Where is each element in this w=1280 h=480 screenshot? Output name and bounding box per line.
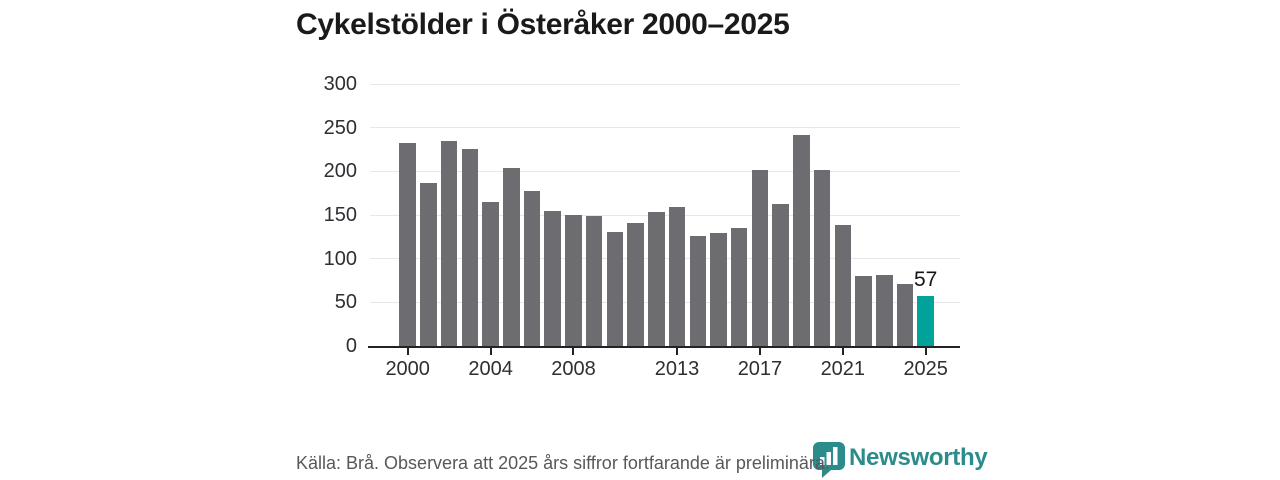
bar-2003 [461,148,479,346]
bar-2006 [523,191,541,346]
x-tick-2000 [406,347,409,355]
gridline-y-300 [370,83,960,85]
gridline-y-200 [370,170,960,172]
bar-2018 [772,203,789,346]
gridline-y-100 [370,258,960,260]
bar-2000 [399,143,416,346]
x-axis-label-2013: 2013 [654,358,700,380]
highlight-value-label: 57 [914,268,938,292]
bar-2007 [544,210,561,346]
x-tick-2021 [841,347,844,355]
bar-2021 [834,224,852,346]
x-tick-2008 [572,347,575,355]
y-axis-label-150: 150 [323,204,357,226]
bar-2020 [813,170,831,346]
bar-2002 [440,140,458,346]
newsworthy-wordmark: Newsworthy [849,444,988,471]
x-axis-label-2021: 2021 [820,358,866,380]
y-axis-label-200: 200 [323,160,357,183]
bar-2012 [648,211,665,346]
bar-2025 [917,296,934,346]
x-tick-2004 [489,347,492,355]
bar-2005 [503,167,520,346]
newsworthy-logo: Newsworthy [812,441,988,480]
bar-2017 [751,169,769,346]
bar-2010 [606,232,624,346]
bar-2009 [585,215,603,346]
newsworthy-bar-chart-bubble-icon [812,441,846,480]
bar-2004 [482,201,499,346]
gridline-y-250 [370,127,960,129]
bar-2015 [710,233,727,346]
source-note: Källa: Brå. Observera att 2025 års siffr… [296,453,830,473]
y-axis-label-300: 300 [323,73,357,95]
x-axis-label-2017: 2017 [737,358,783,380]
y-axis-label-250: 250 [323,116,357,139]
bar-2008 [565,215,582,346]
x-axis-label-2025: 2025 [903,358,948,380]
bar-2016 [730,228,748,346]
y-axis-label-0: 0 [345,335,357,357]
x-axis-line [368,345,960,348]
bar-2022 [855,276,872,346]
gridline-y-50 [370,301,960,303]
x-tick-2025 [924,347,927,355]
chart-title: Cykelstölder i Österåker 2000–2025 [296,8,790,41]
bar-2023 [876,275,893,346]
plot-area [370,83,960,346]
bar-2019 [793,134,810,346]
gridline-y-150 [370,214,960,216]
x-tick-2013 [676,347,679,355]
bar-2011 [627,222,644,346]
x-axis-label-2004: 2004 [468,358,513,380]
bar-2013 [668,207,686,346]
x-tick-2017 [758,347,761,355]
bar-2014 [689,235,707,346]
bar-2024 [896,284,914,346]
x-axis-label-2008: 2008 [551,358,596,380]
y-axis-label-100: 100 [323,247,357,270]
bar-2001 [420,182,437,346]
y-axis-label-50: 50 [334,291,357,314]
x-axis-label-2000: 2000 [385,358,430,380]
